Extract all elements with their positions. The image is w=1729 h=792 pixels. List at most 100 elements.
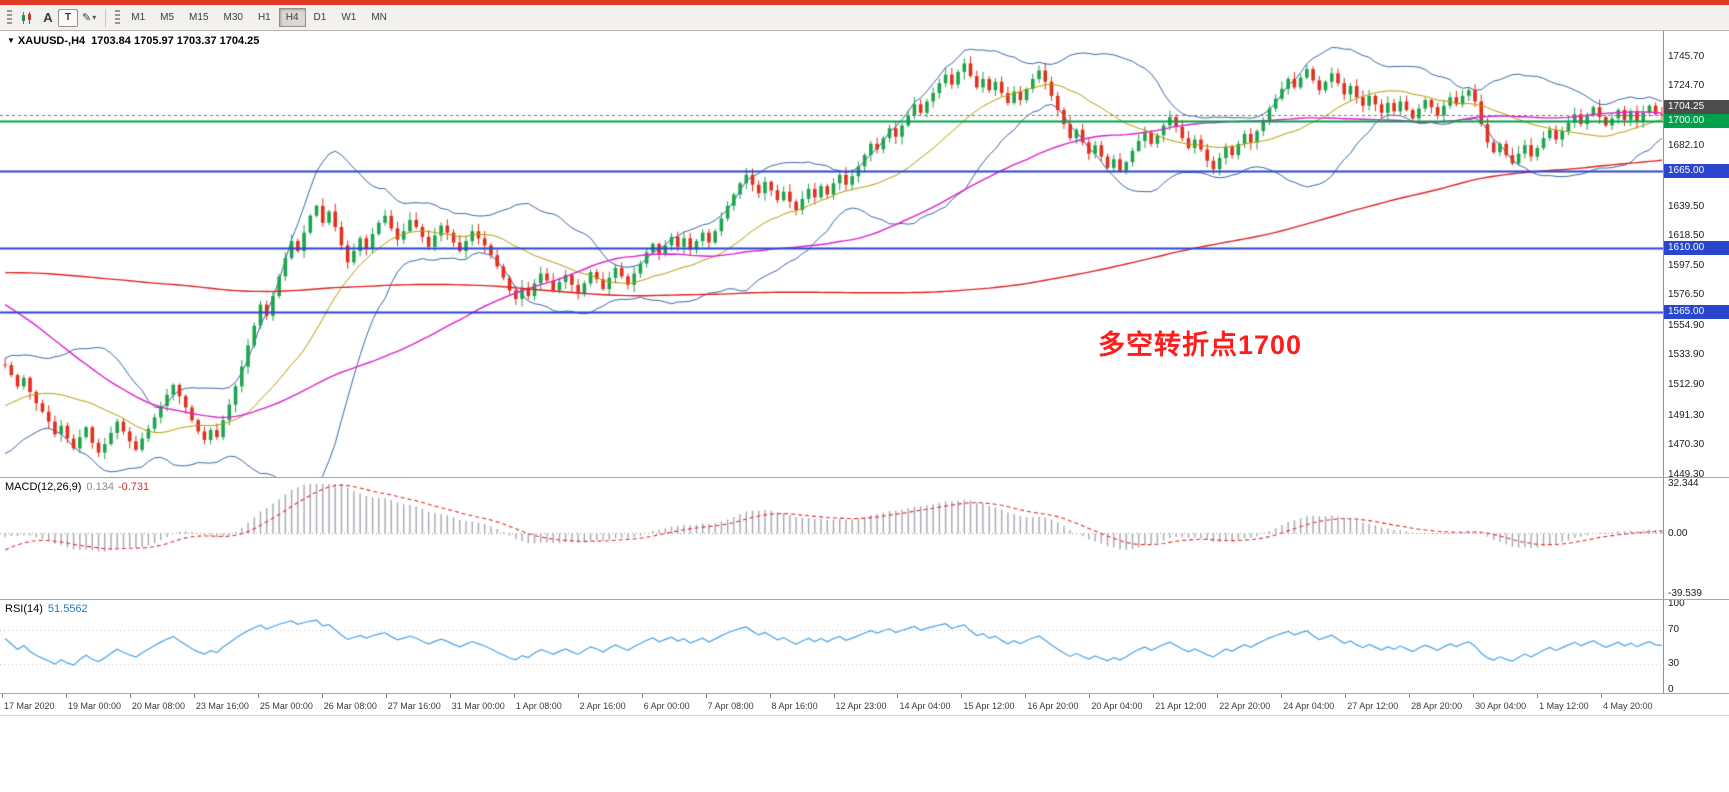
time-axis-tick — [129, 694, 131, 698]
timeframe-button-m15[interactable]: M15 — [189, 12, 209, 23]
price-axis-label: 1449.30 — [1668, 468, 1705, 478]
time-axis-label: 31 Mar 00:00 — [451, 701, 505, 711]
drawing-tool-dropdown[interactable]: ✎ ▾ — [78, 8, 100, 28]
time-axis-tick — [513, 694, 515, 698]
time-axis-tick — [1537, 694, 1539, 698]
time-axis-label: 26 Mar 08:00 — [323, 701, 377, 711]
time-axis-label: 22 Apr 20:00 — [1219, 701, 1271, 711]
hline-price-tag-1610.00: 1610.00 — [1664, 241, 1729, 256]
macd-signal-value: -0.731 — [117, 481, 150, 493]
time-axis-tick — [769, 694, 771, 698]
timeframe-button-m5[interactable]: M5 — [160, 12, 175, 23]
time-axis-tick — [1153, 694, 1155, 698]
chart-ohlc-values: 1703.84 1705.97 1703.37 1704.25 — [91, 35, 260, 47]
time-axis-tick — [1345, 694, 1347, 698]
toolbar-separator — [105, 8, 107, 27]
time-axis-tick — [1409, 694, 1411, 698]
price-axis-label: 1639.50 — [1668, 200, 1705, 212]
hline-price-tag-1565.00: 1565.00 — [1664, 304, 1729, 319]
time-axis-tick — [1025, 694, 1027, 698]
time-axis-label: 27 Apr 12:00 — [1347, 701, 1399, 711]
timeframe-button-d1[interactable]: D1 — [313, 12, 327, 23]
rsi-panel: RSI(14) 51.5562 100 70 30 0 — [0, 600, 1729, 694]
time-axis-tick — [65, 694, 67, 698]
bottom-whitespace — [0, 717, 1729, 792]
rsi-canvas[interactable] — [0, 600, 1663, 693]
timeframe-button-mn[interactable]: MN — [371, 12, 387, 23]
time-axis-label: 21 Apr 12:00 — [1155, 701, 1207, 711]
timeframe-button-m30[interactable]: M30 — [223, 12, 243, 23]
macd-canvas[interactable] — [0, 478, 1663, 599]
price-axis[interactable]: 1745.701724.701703.601682.101661.101639.… — [1663, 31, 1729, 477]
time-axis-tick — [833, 694, 835, 698]
macd-name: MACD(12,26,9) — [5, 481, 82, 493]
hline-price-tag-1665.00: 1665.00 — [1664, 163, 1729, 178]
timeframe-button-m1[interactable]: M1 — [131, 12, 146, 23]
price-axis-label: 1470.30 — [1668, 439, 1705, 451]
chart-annotation[interactable]: 多空转折点1700 — [1098, 330, 1303, 360]
macd-axis[interactable]: 32.344 0.00 -39.539 — [1663, 478, 1729, 599]
time-axis-tick — [961, 694, 963, 698]
time-axis-tick — [1089, 694, 1091, 698]
time-axis-label: 1 May 12:00 — [1539, 701, 1589, 711]
macd-axis-label: -39.539 — [1668, 588, 1702, 599]
price-axis-label: 1724.70 — [1668, 80, 1705, 92]
macd-main-value: 0.134 — [86, 481, 114, 493]
chevron-down-icon: ▾ — [92, 13, 97, 22]
time-axis-label: 8 Apr 16:00 — [771, 701, 818, 711]
annotation-a-button[interactable]: A — [43, 10, 53, 25]
price-axis-label: 1618.50 — [1668, 230, 1705, 242]
macd-axis-label: 32.344 — [1668, 478, 1699, 489]
time-axis-label: 24 Apr 04:00 — [1283, 701, 1335, 711]
time-axis-label: 14 Apr 04:00 — [899, 701, 951, 711]
timeframe-button-w1[interactable]: W1 — [341, 12, 357, 23]
text-tool-button[interactable]: T — [58, 8, 78, 27]
rsi-axis-label: 30 — [1668, 658, 1680, 670]
time-axis-tick — [321, 694, 323, 698]
time-axis-tick — [577, 694, 579, 698]
price-chart-canvas[interactable] — [0, 31, 1663, 477]
timeframe-group: M1 M5 M15 M30 H1 H4 D1 W1 MN — [124, 8, 395, 27]
time-axis-tick — [1473, 694, 1475, 698]
time-axis-label: 7 Apr 08:00 — [707, 701, 754, 711]
time-axis-label: 28 Apr 20:00 — [1411, 701, 1463, 711]
time-axis-label: 20 Apr 04:00 — [1091, 701, 1143, 711]
chart-toolbar: A T ✎ ▾ M1 M5 M15 M30 H1 H4 D1 W1 MN — [0, 5, 1729, 31]
timeframe-button-h1[interactable]: H1 — [257, 12, 271, 23]
pen-icon: ✎ — [82, 12, 92, 24]
candlestick-chart-icon[interactable] — [16, 8, 38, 28]
price-axis-label: 1745.70 — [1668, 50, 1705, 62]
price-axis-label: 1491.30 — [1668, 409, 1705, 421]
price-axis-label: 1554.90 — [1668, 319, 1705, 331]
macd-label: MACD(12,26,9) 0.134 -0.731 — [5, 481, 149, 493]
time-axis-label: 6 Apr 00:00 — [643, 701, 690, 711]
time-axis-label: 20 Mar 08:00 — [131, 701, 185, 711]
rsi-axis[interactable]: 100 70 30 0 — [1663, 600, 1729, 693]
price-axis-label: 1597.50 — [1668, 259, 1705, 271]
rsi-label: RSI(14) 51.5562 — [5, 603, 88, 615]
time-axis-label: 1 Apr 08:00 — [515, 701, 562, 711]
time-axis-tick — [641, 694, 643, 698]
time-axis-tick — [1281, 694, 1283, 698]
time-axis-label: 15 Apr 12:00 — [963, 701, 1015, 711]
time-axis-tick — [449, 694, 451, 698]
time-axis-label: 19 Mar 00:00 — [67, 701, 121, 711]
rsi-axis-label: 100 — [1668, 600, 1685, 609]
chart-symbol-label: XAUUSD-,H4 — [17, 35, 86, 47]
time-axis-label: 17 Mar 2020 — [4, 701, 55, 711]
price-axis-label: 1682.10 — [1668, 140, 1705, 152]
price-axis-label: 1533.90 — [1668, 349, 1705, 361]
macd-axis-label: 0.00 — [1668, 527, 1688, 539]
rsi-axis-label: 70 — [1668, 623, 1680, 635]
timeframe-button-h4[interactable]: H4 — [278, 8, 306, 27]
time-axis-label: 2 Apr 16:00 — [579, 701, 626, 711]
hline-price-tag-1700.00: 1700.00 — [1664, 114, 1729, 129]
symbol-dropdown-icon[interactable]: ▼ — [7, 36, 15, 45]
time-axis[interactable]: 17 Mar 2020 19 Mar 00:00 20 Mar 08:00 23 Ma… — [0, 694, 1729, 716]
toolbar-drag-handle[interactable] — [7, 9, 12, 26]
timeframe-toolbar-handle[interactable] — [115, 9, 121, 26]
time-axis-label: 4 May 20:00 — [1603, 701, 1653, 711]
price-axis-label: 1576.50 — [1668, 289, 1705, 301]
time-axis-label: 16 Apr 20:00 — [1027, 701, 1079, 711]
